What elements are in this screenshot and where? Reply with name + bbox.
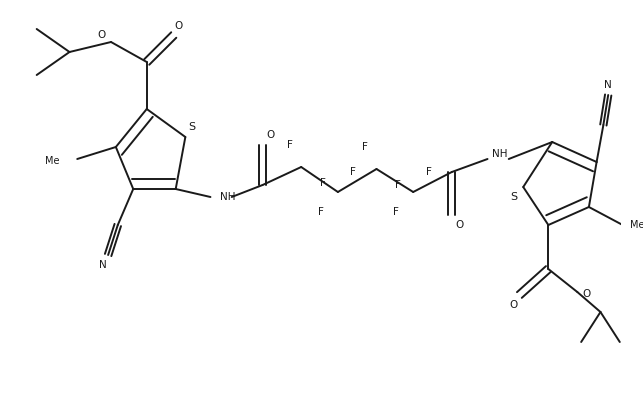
Text: O: O xyxy=(174,21,183,31)
Text: F: F xyxy=(362,142,368,152)
Text: Me: Me xyxy=(46,156,60,166)
Text: O: O xyxy=(455,220,464,230)
Text: S: S xyxy=(510,192,517,202)
Text: O: O xyxy=(97,30,105,40)
Text: NH: NH xyxy=(493,149,508,159)
Text: F: F xyxy=(287,140,293,150)
Text: Me: Me xyxy=(630,220,643,230)
Text: N: N xyxy=(604,80,612,90)
Text: O: O xyxy=(509,300,518,310)
Text: N: N xyxy=(100,260,107,270)
Text: F: F xyxy=(426,167,431,177)
Text: NH: NH xyxy=(220,192,235,202)
Text: F: F xyxy=(350,167,356,177)
Text: F: F xyxy=(318,207,323,217)
Text: F: F xyxy=(320,178,325,188)
Text: O: O xyxy=(266,130,275,140)
Text: F: F xyxy=(393,207,399,217)
Text: F: F xyxy=(395,180,401,190)
Text: S: S xyxy=(188,122,195,132)
Text: O: O xyxy=(583,289,591,299)
